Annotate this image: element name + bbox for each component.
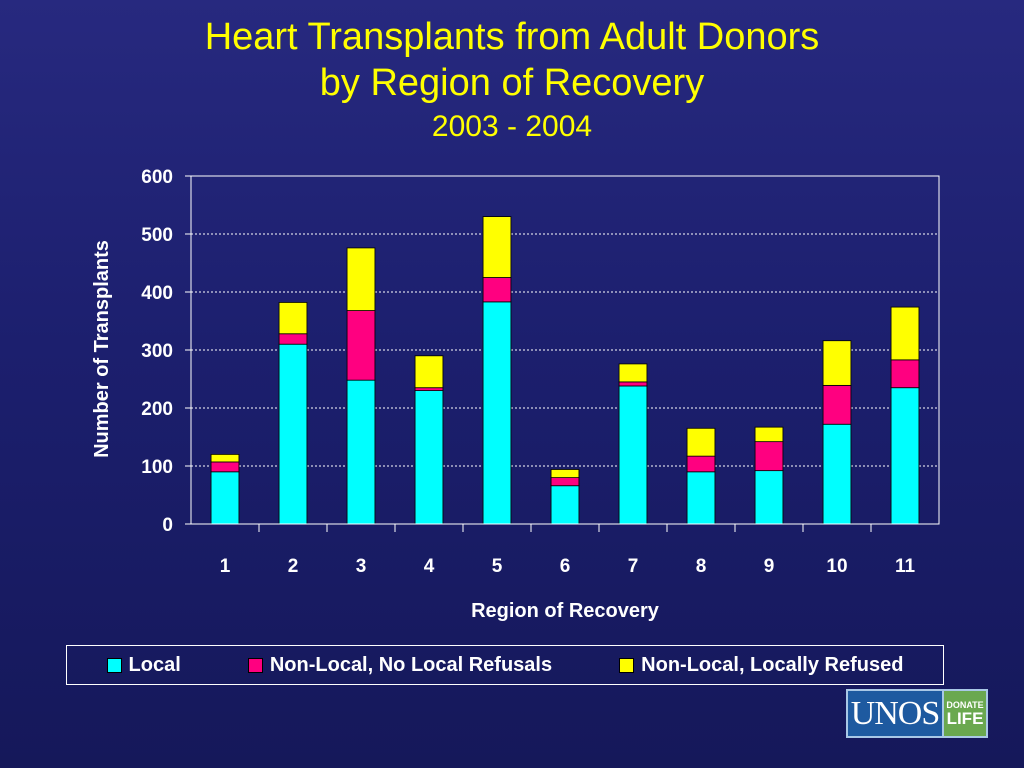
legend-item-non-local-refused: Non-Local, Locally Refused [619, 654, 903, 677]
y-tick-label: 600 [141, 167, 173, 188]
x-tick-label: 9 [764, 556, 775, 577]
x-tick-labels: 1 2 3 4 5 6 7 8 9 10 11 [220, 556, 916, 577]
x-tick-label: 11 [895, 556, 916, 577]
y-axis-title: Number of Transplants [91, 240, 113, 458]
bar-segment [754, 470, 784, 525]
gridlines [191, 233, 939, 467]
y-tick-label: 300 [141, 341, 173, 362]
bar-segment [346, 310, 376, 381]
x-tick-label: 6 [560, 556, 571, 577]
bar-segment [482, 301, 512, 525]
bar-segment [278, 343, 308, 525]
bar-segment [550, 485, 580, 525]
bar-segment [482, 277, 512, 303]
bar-segment [618, 385, 648, 525]
life-text: LIFE [946, 708, 984, 728]
bar-segment [890, 387, 920, 525]
bar-segment [550, 477, 580, 487]
bar-segment [414, 355, 444, 389]
x-tick-label: 2 [288, 556, 299, 577]
legend: Local Non-Local, No Local Refusals Non-L… [66, 645, 944, 685]
x-tick-label: 4 [424, 556, 435, 577]
unos-logo-text: UNOS [846, 689, 944, 738]
bar-segment [754, 441, 784, 472]
bar-segment [210, 471, 240, 525]
x-tick-label: 5 [492, 556, 503, 577]
bar-segment [210, 461, 240, 473]
y-tick-labels: 0 100 200 300 400 500 600 [141, 167, 173, 536]
bar-segment [686, 427, 716, 457]
y-tick-label: 0 [162, 515, 173, 536]
chart-subtitle: 2003 - 2004 [431, 110, 593, 143]
bar-segment [822, 384, 852, 425]
bar-segment [346, 247, 376, 311]
bar-segment [686, 455, 716, 473]
y-tick-label: 400 [141, 283, 173, 304]
bar-segment [822, 340, 852, 386]
x-axis-title: Region of Recovery [471, 600, 660, 622]
y-tick-label: 200 [141, 399, 173, 420]
plot-area-border [190, 175, 940, 525]
donate-life-badge: DONATE LIFE [944, 689, 988, 738]
x-tick-label: 8 [696, 556, 707, 577]
legend-swatch-local [106, 657, 122, 673]
bar-segment [278, 333, 308, 345]
legend-label-non-local-no-refusals: Non-Local, No Local Refusals [269, 653, 553, 676]
bar-segment [278, 302, 308, 335]
bar-segment [414, 387, 444, 392]
legend-item-local: Local [106, 653, 181, 677]
title-block: Heart Transplants from Adult Donors by R… [0, 14, 1024, 146]
bar-segment [414, 390, 444, 525]
legend-label-non-local-refused: Non-Local, Locally Refused [641, 653, 904, 676]
bars [210, 216, 920, 525]
bar-segment [210, 453, 240, 463]
bar-segment [822, 423, 852, 525]
bar-segment [890, 359, 920, 389]
bar-segment [686, 471, 716, 525]
axes [185, 175, 940, 532]
x-tick-label: 7 [628, 556, 639, 577]
unos-donate-life-logo: UNOS DONATE LIFE [846, 689, 988, 738]
x-tick-label: 3 [356, 556, 367, 577]
x-tick-label: 1 [220, 556, 231, 577]
bar-segment [890, 306, 920, 361]
y-tick-label: 100 [141, 457, 173, 478]
legend-item-non-local-no-refusals: Non-Local, No Local Refusals [247, 653, 553, 677]
legend-swatch-non-local-no-refusals [247, 657, 263, 673]
bar-segment [482, 216, 512, 278]
bar-segment [754, 426, 784, 443]
bar-segment [346, 379, 376, 525]
donate-text: DONATE [946, 699, 984, 710]
legend-label-local: Local [128, 653, 181, 676]
legend-swatch-non-local-refused [619, 657, 635, 673]
bar-segment [618, 381, 648, 387]
x-tick-label: 10 [826, 556, 847, 577]
bar-chart: 0 100 200 300 400 500 600 1 2 3 4 5 6 7 8 9 10 11 Region… [91, 167, 940, 622]
bar-segment [550, 469, 580, 479]
chart-title-line-1: Heart Transplants from Adult Donors [204, 16, 820, 58]
y-tick-label: 500 [141, 225, 173, 246]
bar-segment [618, 363, 648, 383]
chart-title-line-2: by Region of Recovery [319, 62, 705, 104]
